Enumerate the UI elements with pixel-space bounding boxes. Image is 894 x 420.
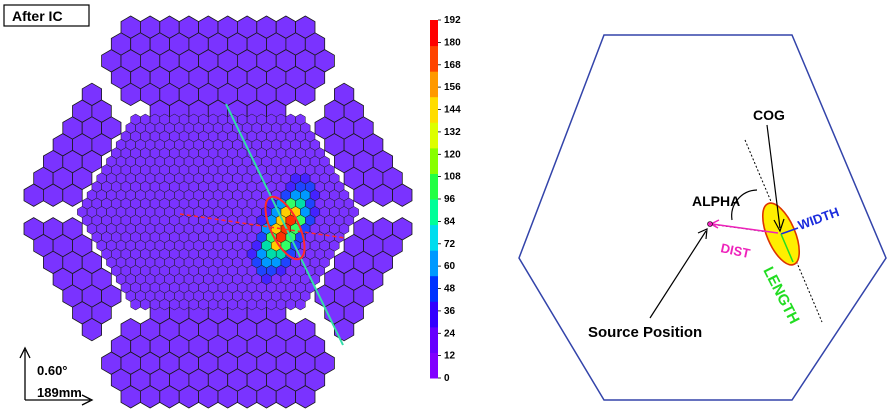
width-label: WIDTH (796, 204, 841, 233)
colorbar-tick-label: 120 (444, 149, 461, 160)
colorbar-segment (430, 45, 438, 72)
colorbar-segment (430, 326, 438, 353)
camera-pixel-outer (62, 183, 83, 207)
hillas-diagram-panel: COG ALPHA WIDTH DIST LENGTH Source Posit… (470, 0, 894, 415)
dist-label: DIST (719, 240, 751, 261)
colorbar-tick-label: 156 (444, 82, 461, 93)
camera-pixels (23, 15, 413, 409)
colorbar-tick-label: 168 (444, 60, 461, 71)
colorbar-segment (430, 96, 438, 123)
colorbar-tick-label: 24 (444, 328, 456, 339)
colorbar-segment (430, 20, 438, 47)
scale-bar-arrowhead-up (19, 346, 31, 359)
cog-arrowhead (773, 218, 785, 233)
camera-pixel-outer (295, 385, 316, 409)
colorbar-segment (430, 250, 438, 277)
panel-title: After IC (12, 8, 63, 24)
colorbar-segment (430, 352, 438, 379)
colorbar: 1921801681561441321201089684726048362412… (430, 15, 461, 384)
length-arrow (780, 233, 794, 263)
camera-outline-hexagon (518, 34, 887, 401)
colorbar-tick-label: 84 (444, 216, 456, 227)
colorbar-tick-label: 108 (444, 172, 461, 183)
colorbar-tick-label: 12 (444, 351, 456, 362)
camera-pixel-outer (295, 82, 316, 107)
camera-panel: After IC 0.60° 189mm 192 180 168 156 144 132 1… (3, 4, 461, 409)
scale-bar-arrowhead-right (81, 394, 94, 406)
colorbar-segment (430, 173, 438, 200)
camera-svg: After IC 0.60° 189mm 192 180 168 156 144 132 1… (3, 4, 461, 409)
colorbar-segment (430, 199, 438, 226)
colorbar-tick-label: 36 (444, 306, 456, 317)
colorbar-segment (430, 275, 438, 302)
major-axis-dashed (744, 139, 823, 323)
colorbar-tick-label: 48 (444, 284, 456, 295)
major-axis-line (225, 103, 344, 346)
title-box (3, 4, 90, 27)
colorbar-segment (430, 224, 438, 251)
camera-pixel-outer (392, 183, 413, 207)
scale-angle-label: 0.60° (37, 363, 68, 378)
cog-arrow (766, 124, 781, 229)
colorbar-tick-label: 96 (444, 194, 456, 205)
colorbar-segment (430, 71, 438, 98)
alpha-arc (731, 189, 758, 221)
source-pointer-arrow (649, 230, 707, 319)
colorbar-tick-label: 72 (444, 239, 456, 250)
source-position-label: Source Position (588, 324, 702, 341)
camera-pixel-outer (81, 317, 102, 342)
colorbar-tick-label: 132 (444, 127, 461, 138)
alpha-label: ALPHA (692, 193, 740, 209)
width-arrow (780, 227, 799, 235)
colorbar-tick-label: 180 (444, 37, 461, 48)
colorbar-segment (430, 122, 438, 149)
colorbar-tick-label: 192 (444, 15, 461, 26)
colorbar-tick-label: 144 (444, 105, 461, 116)
source-position-marker (707, 221, 713, 227)
camera-pixel-inner (295, 298, 306, 311)
colorbar-tick-label: 0 (444, 373, 450, 384)
colorbar-segment (430, 301, 438, 328)
cog-label: COG (753, 107, 785, 123)
hillas-diagram-svg: COG ALPHA WIDTH DIST LENGTH Source Posit… (518, 34, 887, 401)
camera-overlay (179, 103, 346, 346)
colorbar-segment (430, 147, 438, 174)
dist-arrow (711, 223, 779, 234)
colorbar-tick-label: 60 (444, 261, 456, 272)
length-label: LENGTH (759, 264, 802, 327)
source-pointer-arrowhead (697, 228, 708, 240)
scale-length-label: 189mm (37, 385, 82, 400)
scale-bar: 0.60° 189mm (19, 346, 94, 406)
hillas-ellipse (264, 195, 306, 261)
